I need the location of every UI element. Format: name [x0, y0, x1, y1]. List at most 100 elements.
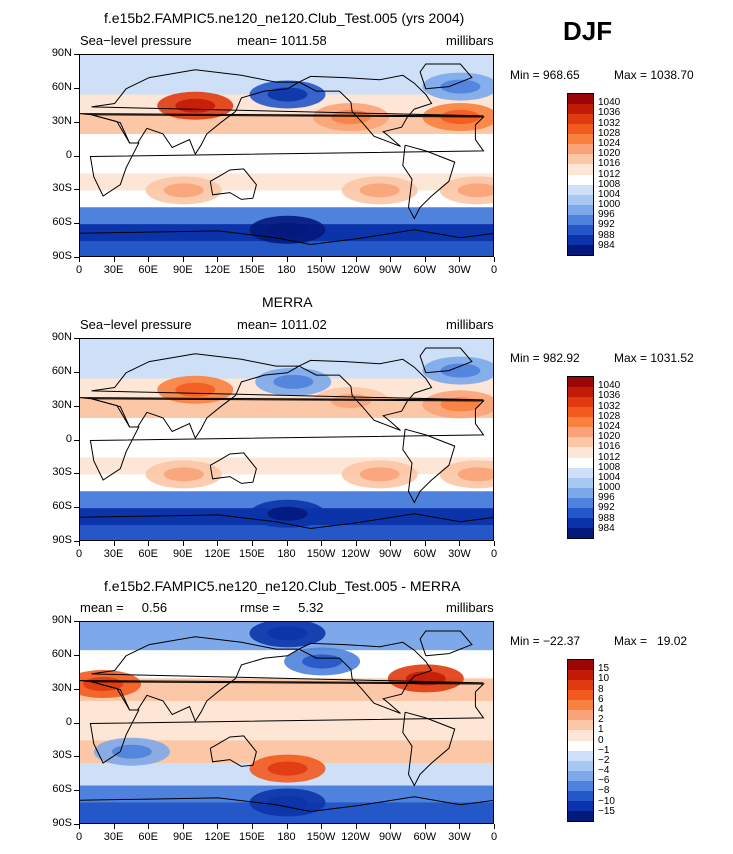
lat-tick-label: 90S: [52, 817, 72, 829]
data-cell: [267, 222, 308, 237]
coastline: [89, 398, 485, 481]
colorbar-label: 1012: [598, 168, 621, 180]
data-cell: [273, 374, 314, 389]
colorbar-label: 1016: [598, 158, 621, 170]
min-label: Min = −22.37: [510, 634, 581, 648]
lon-tick: [390, 257, 392, 262]
map-svg: [80, 622, 493, 823]
colorbar-label: 1008: [598, 461, 621, 473]
colorbar-swatch: [568, 194, 593, 205]
lon-tick-label: 30W: [448, 548, 471, 560]
lat-tick-label: 90N: [51, 614, 72, 626]
colorbar-swatch: [568, 437, 593, 448]
colorbar-label: 984: [598, 522, 615, 534]
lat-tick: [74, 473, 79, 475]
lat-tick: [74, 541, 79, 542]
colorbar-label: 1032: [598, 400, 621, 412]
colorbar-swatch: [568, 104, 593, 115]
lon-tick: [459, 257, 461, 262]
max-label: Max = 1031.52: [614, 351, 694, 365]
data-cell: [175, 98, 216, 113]
lon-tick: [251, 541, 253, 546]
lat-tick: [74, 371, 79, 373]
data-cell: [267, 87, 308, 102]
lon-tick-label: 120W: [341, 264, 371, 276]
coastline: [298, 641, 433, 714]
lat-tick-label: 30S: [52, 749, 72, 762]
colorbar-label: 6: [598, 693, 604, 705]
colorbar-swatch: [568, 417, 593, 428]
mean-label: mean= 1011.02: [237, 317, 327, 332]
colorbar-label: 1040: [598, 97, 621, 109]
data-cell: [267, 626, 308, 641]
lat-tick-label: 90S: [52, 534, 72, 546]
lon-tick: [424, 824, 426, 829]
colorbar-swatch: [568, 477, 593, 488]
colorbar-swatch: [568, 174, 593, 185]
lon-tick: [355, 541, 357, 546]
lon-tick: [390, 541, 392, 546]
colorbar: [567, 376, 594, 539]
lon-tick-label: 150W: [306, 831, 336, 843]
panel-title: MERRA: [262, 294, 313, 310]
variable-label: Sea−level pressure: [80, 317, 192, 332]
colorbar-label: 984: [598, 239, 615, 251]
lat-tick: [74, 121, 79, 123]
zonal-band: [80, 678, 493, 702]
lon-tick: [113, 541, 115, 546]
lon-tick: [217, 824, 219, 829]
colorbar-swatch: [568, 740, 593, 751]
lon-tick-label: 0: [75, 831, 83, 843]
colorbar-swatch: [568, 497, 593, 508]
lat-tick: [74, 54, 79, 55]
lon-tick: [251, 824, 253, 829]
mean-label: mean = 0.56: [80, 600, 168, 615]
lon-tick-label: 30E: [103, 831, 124, 843]
coastline: [89, 114, 485, 197]
lon-tick: [148, 257, 150, 262]
colorbar-label: 0: [598, 734, 604, 746]
lat-tick-label: 30S: [52, 182, 72, 195]
coastline: [80, 796, 493, 813]
rmse-label: rmse = 5.32: [240, 600, 324, 615]
units-label: millibars: [446, 600, 494, 615]
lon-tick-label: 0: [75, 264, 83, 276]
lat-tick: [74, 621, 79, 622]
lon-tick-label: 120W: [341, 548, 371, 560]
colorbar-label: 988: [598, 229, 615, 241]
lon-tick-label: 60W: [413, 264, 437, 276]
colorbar-label: 1024: [598, 420, 621, 432]
lon-tick-label: 150E: [239, 548, 265, 560]
lon-tick: [182, 541, 184, 546]
colorbar-label: 1020: [598, 431, 621, 443]
lon-tick: [390, 824, 392, 829]
colorbar-swatch: [568, 224, 593, 235]
colorbar-label: 2: [598, 714, 604, 726]
colorbar-label: 1040: [598, 380, 621, 392]
colorbar-swatch: [568, 244, 593, 255]
lon-tick: [286, 257, 288, 262]
data-cell: [111, 744, 152, 759]
colorbar-label: 1004: [598, 471, 621, 483]
colorbar: [567, 659, 594, 822]
lon-tick-label: 180: [277, 264, 296, 276]
colorbar-swatch: [568, 660, 593, 671]
lon-tick: [217, 257, 219, 262]
lon-tick: [148, 824, 150, 829]
coastline: [419, 630, 473, 657]
coastline: [298, 358, 433, 431]
colorbar-swatch: [568, 790, 593, 801]
colorbar-label: 1020: [598, 148, 621, 160]
lon-tick: [148, 541, 150, 546]
colorbar-swatch: [568, 377, 593, 388]
lon-tick: [251, 257, 253, 262]
colorbar-label: 1028: [598, 127, 621, 139]
season-label: DJF: [563, 16, 613, 46]
lat-tick-label: 0: [65, 432, 72, 445]
colorbar-swatch: [568, 94, 593, 105]
colorbar-swatch: [568, 387, 593, 398]
zonal-band: [80, 525, 493, 540]
lat-tick: [74, 756, 79, 758]
lon-tick: [321, 257, 323, 262]
colorbar-label: 8: [598, 683, 604, 695]
